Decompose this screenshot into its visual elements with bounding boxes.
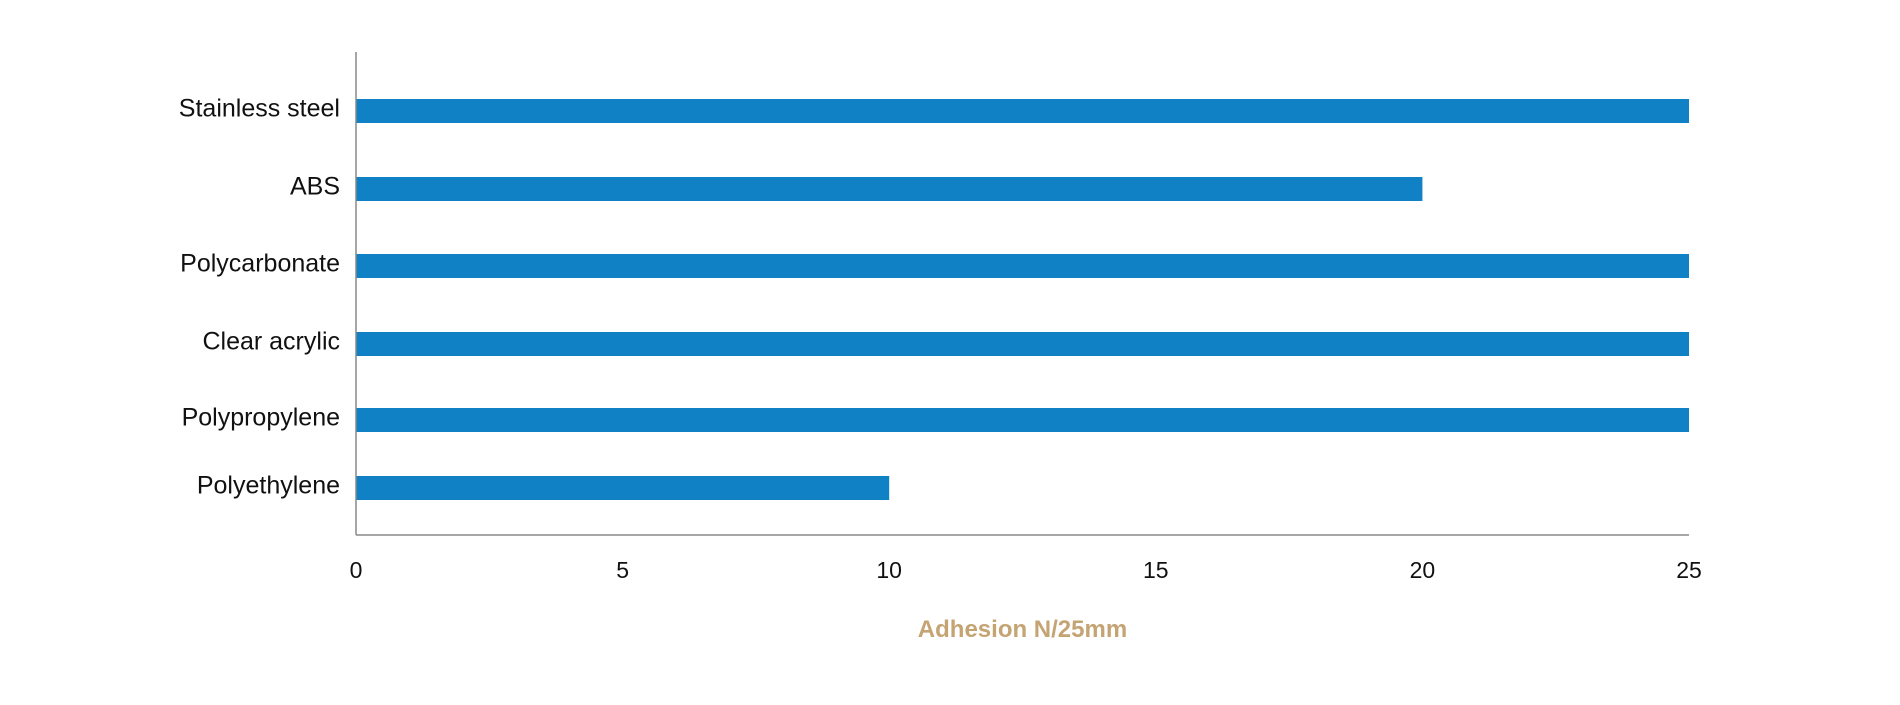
category-label-polycarbonate: Polycarbonate [180,250,340,278]
bar-stainless-steel [356,99,1689,123]
bar-clear-acrylic [356,332,1689,356]
category-label-clear-acrylic: Clear acrylic [202,328,340,356]
category-label-polypropylene: Polypropylene [182,404,340,432]
category-label-abs: ABS [290,173,340,201]
bar-polypropylene [356,408,1689,432]
x-tick-label-0: 0 [350,557,363,583]
x-tick-label-10: 10 [876,557,902,583]
x-tick-label-25: 25 [1676,557,1702,583]
bar-abs [356,177,1423,201]
bars-layer [356,99,1689,500]
x-tick-label-5: 5 [616,557,629,583]
x-tick-labels: 0 5 10 15 20 25 [350,557,1702,583]
category-labels: Stainless steel ABS Polycarbonate Clear acr… [179,95,340,500]
category-label-polyethylene: Polyethylene [197,472,340,500]
bar-polyethylene [356,476,890,500]
x-tick-label-20: 20 [1410,557,1436,583]
category-label-stainless-steel: Stainless steel [179,95,340,123]
bar-polycarbonate [356,254,1689,278]
axes [355,52,1689,536]
x-axis-title: Adhesion N/25mm [918,616,1127,643]
x-tick-label-15: 15 [1143,557,1169,583]
